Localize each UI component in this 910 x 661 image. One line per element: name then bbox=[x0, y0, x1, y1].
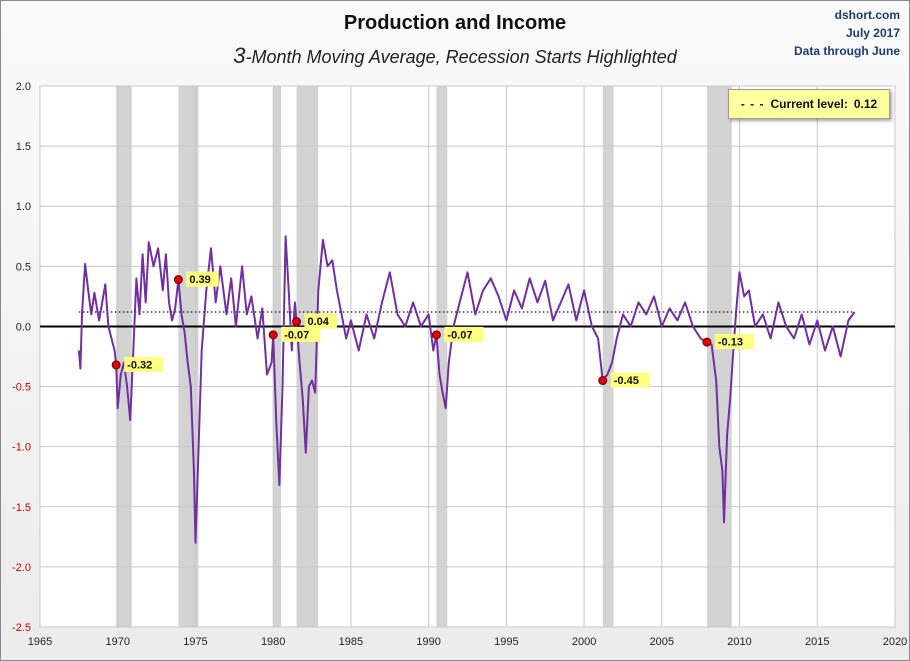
legend-label: Current level: bbox=[770, 97, 848, 111]
recession-start-marker-2 bbox=[268, 330, 278, 340]
data-label-bg-0 bbox=[124, 356, 164, 372]
chart-title: Production and Income bbox=[343, 12, 567, 34]
y-tick-label-2: 1.0 bbox=[16, 201, 31, 213]
y-tick-label-4: 0.0 bbox=[16, 321, 31, 333]
data-label-1: 0.39 bbox=[189, 274, 210, 286]
x-tick-label-2015: 2015 bbox=[805, 636, 829, 648]
data-label-4: -0.07 bbox=[447, 329, 472, 341]
data-label-6: -0.13 bbox=[718, 337, 743, 349]
recession-band-3 bbox=[296, 86, 319, 627]
recession-start-marker-0 bbox=[111, 360, 121, 370]
data-label-bg-2 bbox=[281, 326, 321, 342]
plot-area bbox=[39, 85, 896, 628]
data-label-3: 0.04 bbox=[308, 316, 330, 328]
legend-box: - - - Current level: 0.12 bbox=[728, 89, 890, 119]
chart-subtitle: 3-Month Moving Average, Recession Starts… bbox=[0, 43, 910, 69]
x-tick-label-1990: 1990 bbox=[416, 636, 440, 648]
x-tick-label-1970: 1970 bbox=[105, 636, 129, 648]
y-tick-label-9: -2.5 bbox=[12, 622, 31, 634]
data-label-0: -0.32 bbox=[127, 359, 152, 371]
source-site: dshort.com bbox=[834, 8, 900, 22]
x-tick-label-1975: 1975 bbox=[183, 636, 207, 648]
x-tick-label-1985: 1985 bbox=[339, 636, 363, 648]
subtitle-prefix: 3 bbox=[233, 43, 246, 68]
source-block: dshort.com July 2017 Data through June bbox=[794, 6, 900, 60]
y-tick-label-0: 2.0 bbox=[16, 81, 31, 93]
data-label-bg-6 bbox=[714, 334, 754, 350]
recession-start-marker-1 bbox=[173, 275, 183, 285]
data-label-bg-5 bbox=[610, 372, 650, 388]
y-tick-label-5: -0.5 bbox=[12, 382, 31, 394]
subtitle-rest: -Month Moving Average, Recession Starts … bbox=[245, 47, 677, 67]
x-tick-label-2010: 2010 bbox=[727, 636, 751, 648]
data-label-bg-1 bbox=[186, 271, 219, 287]
x-tick-label-1965: 1965 bbox=[28, 636, 52, 648]
recession-band-4 bbox=[436, 86, 448, 627]
data-label-5: -0.45 bbox=[614, 375, 639, 387]
data-label-2: -0.07 bbox=[284, 329, 309, 341]
data-label-bg-4 bbox=[444, 326, 484, 342]
source-data-through: Data through June bbox=[793, 44, 900, 58]
y-tick-label-6: -1.0 bbox=[12, 442, 31, 454]
recession-band-5 bbox=[602, 86, 614, 627]
y-tick-label-3: 0.5 bbox=[16, 261, 31, 273]
data-label-bg-3 bbox=[304, 313, 337, 329]
y-tick-label-8: -2.0 bbox=[12, 562, 31, 574]
recession-start-marker-4 bbox=[431, 330, 441, 340]
legend-dash-symbol: - - - bbox=[740, 97, 765, 111]
x-tick-label-2000: 2000 bbox=[572, 636, 596, 648]
x-tick-label-1980: 1980 bbox=[261, 636, 285, 648]
recession-start-marker-3 bbox=[292, 317, 301, 327]
y-tick-label-1: 1.5 bbox=[16, 141, 31, 153]
x-tick-label-2020: 2020 bbox=[883, 636, 907, 648]
recession-band-6 bbox=[706, 86, 732, 627]
source-date: July 2017 bbox=[845, 26, 900, 40]
recession-start-marker-6 bbox=[702, 337, 712, 347]
y-tick-label-7: -1.5 bbox=[12, 502, 31, 514]
legend-value: 0.12 bbox=[853, 97, 878, 111]
recession-band-0 bbox=[116, 86, 132, 627]
x-tick-label-1995: 1995 bbox=[494, 636, 518, 648]
x-tick-label-2005: 2005 bbox=[650, 636, 674, 648]
recession-band-2 bbox=[273, 86, 281, 627]
recession-start-marker-5 bbox=[598, 376, 608, 386]
